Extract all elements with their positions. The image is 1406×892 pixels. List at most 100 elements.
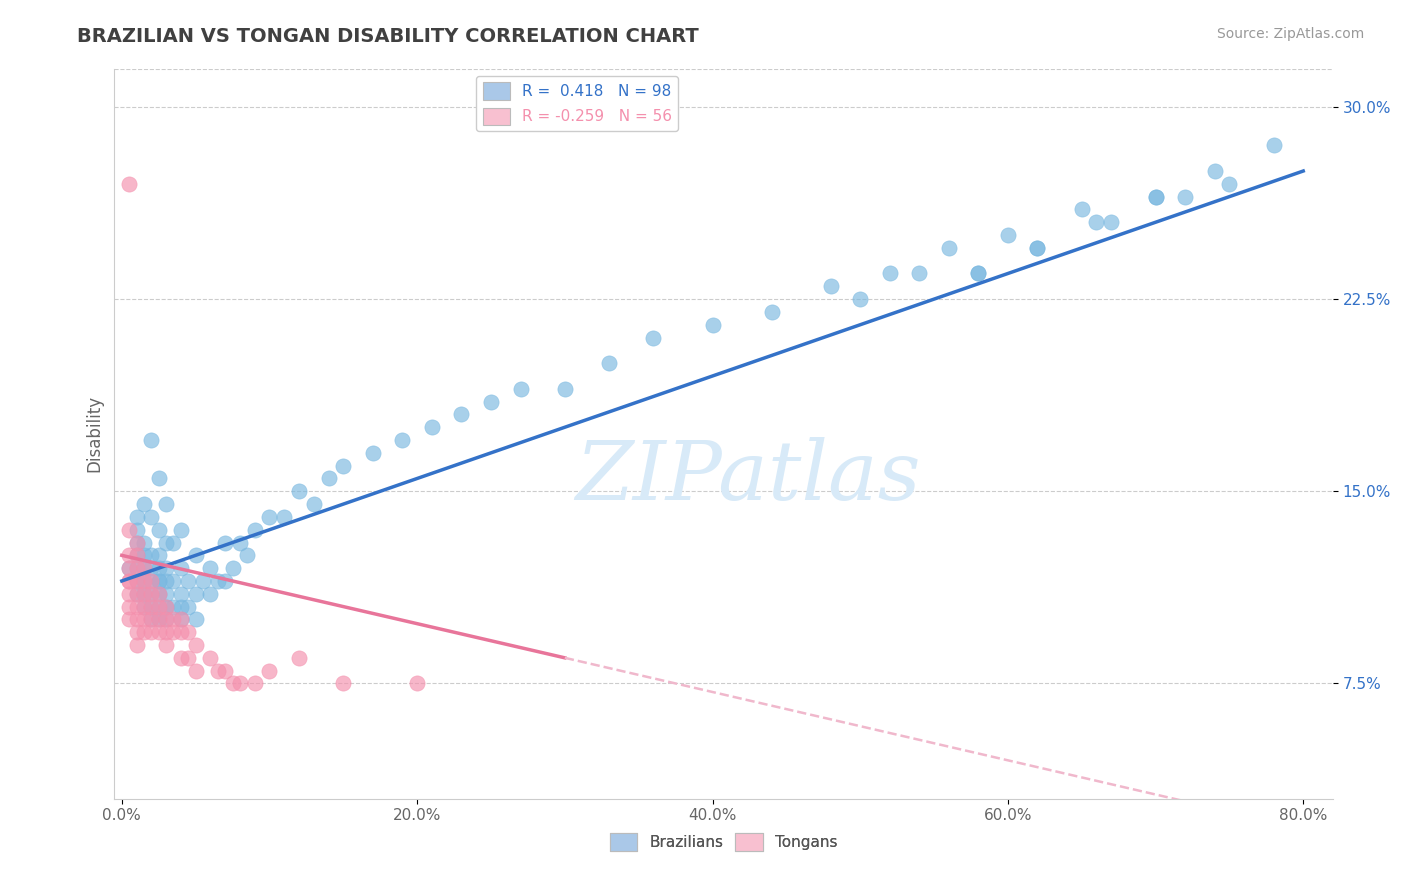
Point [155,561,177,575]
Point [170,612,193,626]
Point [132,497,155,511]
Point [132,561,155,575]
Point [229,535,252,549]
Point [288,650,311,665]
Point [155,599,177,614]
Point [118,574,141,588]
Point [243,523,266,537]
Point [643,330,665,344]
Point [184,549,207,563]
Point [132,599,155,614]
Point [1026,241,1049,255]
Point [177,625,200,640]
Point [554,382,576,396]
Point [155,574,177,588]
Point [479,394,502,409]
Point [132,549,155,563]
Point [162,625,184,640]
Point [118,561,141,575]
Point [184,612,207,626]
Point [938,241,960,255]
Point [509,382,531,396]
Point [125,587,148,601]
Point [200,587,222,601]
Point [820,279,842,293]
Point [162,612,184,626]
Point [141,433,163,447]
Point [132,587,155,601]
Point [214,664,236,678]
Point [125,587,148,601]
Point [177,574,200,588]
Point [243,676,266,690]
Point [184,664,207,678]
Point [273,509,295,524]
Point [125,549,148,563]
Point [125,535,148,549]
Point [125,638,148,652]
Point [118,523,141,537]
Point [361,446,384,460]
Point [420,420,443,434]
Point [221,561,243,575]
Point [125,561,148,575]
Point [141,574,163,588]
Point [132,574,155,588]
Point [141,599,163,614]
Point [148,574,170,588]
Point [155,497,177,511]
Point [177,599,200,614]
Point [125,599,148,614]
Point [997,228,1019,243]
Point [879,267,901,281]
Point [1085,215,1108,229]
Point [302,497,325,511]
Point [967,267,990,281]
Point [162,574,184,588]
Point [155,612,177,626]
Point [391,433,413,447]
Y-axis label: Disability: Disability [86,395,103,472]
Point [207,574,229,588]
Legend: Brazilians, Tongans: Brazilians, Tongans [603,827,844,857]
Point [170,650,193,665]
Point [141,509,163,524]
Point [148,625,170,640]
Point [148,587,170,601]
Point [170,561,193,575]
Point [132,599,155,614]
Point [1099,215,1122,229]
Point [118,599,141,614]
Point [125,625,148,640]
Point [406,676,429,690]
Point [229,676,252,690]
Point [1218,177,1240,191]
Point [125,549,148,563]
Point [148,612,170,626]
Point [132,587,155,601]
Point [170,625,193,640]
Point [162,535,184,549]
Point [1144,189,1167,203]
Point [148,612,170,626]
Point [141,599,163,614]
Point [214,574,236,588]
Point [259,509,281,524]
Point [125,535,148,549]
Point [200,650,222,665]
Point [761,305,783,319]
Point [125,509,148,524]
Point [132,625,155,640]
Point [132,574,155,588]
Point [221,676,243,690]
Point [155,599,177,614]
Point [207,664,229,678]
Point [1204,164,1226,178]
Point [170,523,193,537]
Point [184,638,207,652]
Point [148,549,170,563]
Point [148,599,170,614]
Point [332,676,354,690]
Point [259,664,281,678]
Point [132,561,155,575]
